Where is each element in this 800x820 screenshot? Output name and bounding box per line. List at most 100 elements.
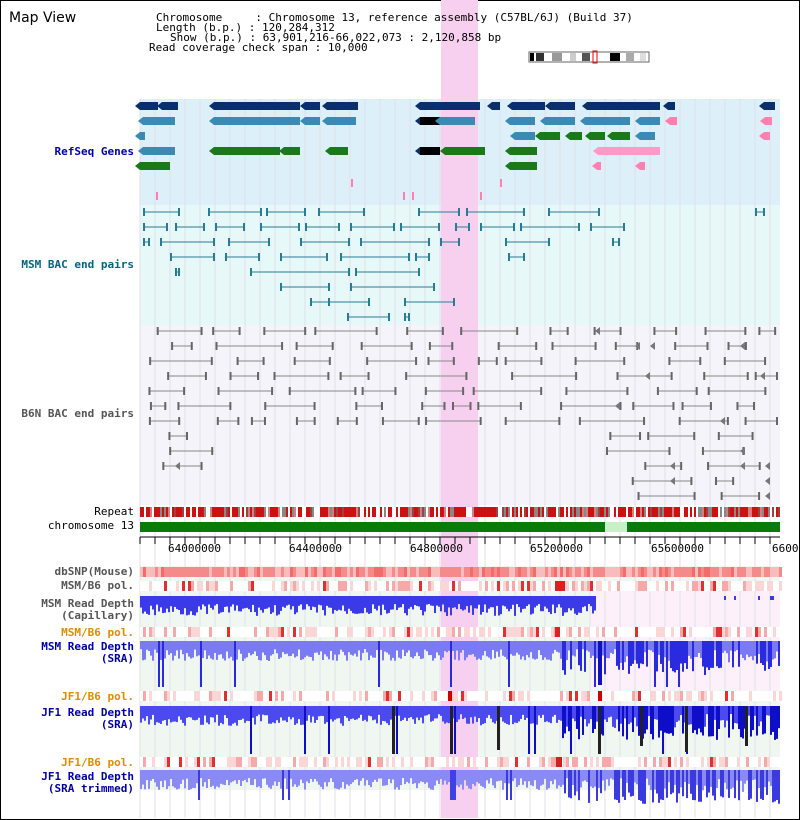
polymorphism-cell <box>611 627 614 637</box>
msm-b6-pol-sra-label[interactable]: MSM/B6 pol. <box>61 626 134 639</box>
read-depth-bar <box>594 706 596 729</box>
bac-end <box>229 402 232 410</box>
msm-b6-pol-label[interactable]: MSM/B6 pol. <box>61 579 134 592</box>
read-depth-bar <box>346 596 348 614</box>
msm-bac-label[interactable]: MSM BAC end pairs <box>21 258 134 271</box>
read-depth-bar <box>332 770 334 783</box>
refseq-gene <box>420 147 440 155</box>
strand-arrow <box>322 117 327 125</box>
bac-end <box>497 342 500 350</box>
polymorphism-cell <box>170 567 173 577</box>
jf1-read-sra-label[interactable]: JF1 Read Depth (SRA) <box>41 707 134 731</box>
polymorphism-cell <box>773 757 776 767</box>
jf1-b6-pol-label[interactable]: JF1/B6 pol. <box>61 690 134 703</box>
polymorphism-cell <box>608 567 611 577</box>
polymorphism-cell <box>740 567 743 577</box>
polymorphism-cell <box>209 627 212 637</box>
read-depth-bar <box>516 596 518 605</box>
polymorphism-cell <box>434 627 437 637</box>
polymorphism-cell <box>395 581 398 591</box>
read-depth-bar <box>388 641 390 655</box>
msm-read-sra-label[interactable]: MSM Read Depth (SRA) <box>41 641 134 665</box>
polymorphism-cell <box>320 691 323 701</box>
read-depth-bar <box>754 641 756 656</box>
polymorphism-cell <box>713 691 716 701</box>
strand-arrow <box>135 162 140 170</box>
bac-end <box>280 283 282 291</box>
read-depth-bar <box>272 706 274 723</box>
read-depth-bar <box>300 770 302 780</box>
polymorphism-cell <box>269 691 272 701</box>
polymorphism-cell <box>251 581 254 591</box>
polymorphism-cell <box>572 567 575 577</box>
polymorphism-cell <box>143 691 146 701</box>
ideogram-band <box>610 53 620 61</box>
read-depth-bar <box>602 770 604 781</box>
polymorphism-cell <box>506 757 509 767</box>
polymorphism-cell <box>272 691 275 701</box>
polymorphism-cell <box>236 691 239 701</box>
read-depth-bar <box>372 770 374 783</box>
b6n-bac-label[interactable]: B6N BAC end pairs <box>21 407 134 420</box>
polymorphism-cell <box>761 567 764 577</box>
polymorphism-cell <box>221 627 224 637</box>
read-depth-spike <box>745 706 748 746</box>
read-depth-bar <box>718 770 720 780</box>
read-depth-bar <box>316 706 318 720</box>
polymorphism-cell <box>434 581 437 591</box>
read-depth-bar <box>224 596 226 607</box>
read-depth-bar <box>248 770 250 779</box>
axis-tick-label: 65200000 <box>530 542 583 555</box>
bac-end <box>693 492 696 500</box>
repeat-block <box>346 507 348 517</box>
polymorphism-cell <box>239 757 242 767</box>
polymorphism-cell <box>770 627 773 637</box>
polymorphism-cell <box>251 757 254 767</box>
jf1-read-trimmed-label[interactable]: JF1 Read Depth (SRA trimmed) <box>41 771 134 795</box>
read-depth-bar <box>652 770 654 803</box>
dbsnp-label[interactable]: dbSNP(Mouse) <box>54 565 134 578</box>
read-depth-bar <box>644 770 646 804</box>
msm-read-capillary-label[interactable]: MSM Read Depth (Capillary) <box>41 598 134 622</box>
read-depth-bar <box>504 641 506 657</box>
read-depth-bar <box>350 596 352 611</box>
bac-end <box>594 342 597 350</box>
read-depth-spike <box>598 641 602 685</box>
read-depth-bar <box>402 770 404 779</box>
bac-end <box>200 462 203 470</box>
polymorphism-cell <box>374 691 377 701</box>
read-depth-bar <box>554 596 556 614</box>
polymorphism-cell <box>467 757 470 767</box>
polymorphism-cell <box>299 691 302 701</box>
polymorphism-cell <box>722 757 725 767</box>
polymorphism-cell <box>545 567 548 577</box>
read-depth-bar <box>444 706 446 724</box>
polymorphism-cell <box>242 627 245 637</box>
polymorphism-cell <box>590 581 593 591</box>
polymorphism-cell <box>482 627 485 637</box>
bac-end <box>295 342 298 350</box>
polymorphism-cell <box>521 691 524 701</box>
read-depth-bar <box>540 770 542 786</box>
read-depth-bar <box>630 770 632 797</box>
polymorphism-cell <box>710 581 713 591</box>
refseq-genes-label[interactable]: RefSeq Genes <box>54 145 134 158</box>
polymorphism-cell <box>413 567 416 577</box>
read-depth-bar <box>734 706 736 724</box>
read-depth-bar <box>330 706 332 720</box>
polymorphism-cell <box>569 691 572 701</box>
repeat-block <box>656 507 658 517</box>
read-depth-bar <box>380 770 382 779</box>
polymorphism-cell <box>227 567 230 577</box>
read-depth-bar <box>448 596 450 608</box>
polymorphism-cell <box>599 581 602 591</box>
polymorphism-cell <box>572 581 575 591</box>
polymorphism-cell <box>158 567 161 577</box>
polymorphism-cell <box>557 691 560 701</box>
read-depth-bar <box>448 706 450 724</box>
read-depth-bar <box>620 706 622 724</box>
jf1-b6-pol-trim-label[interactable]: JF1/B6 pol. <box>61 756 134 769</box>
read-depth-bar <box>674 641 676 673</box>
polymorphism-cell <box>587 581 590 591</box>
